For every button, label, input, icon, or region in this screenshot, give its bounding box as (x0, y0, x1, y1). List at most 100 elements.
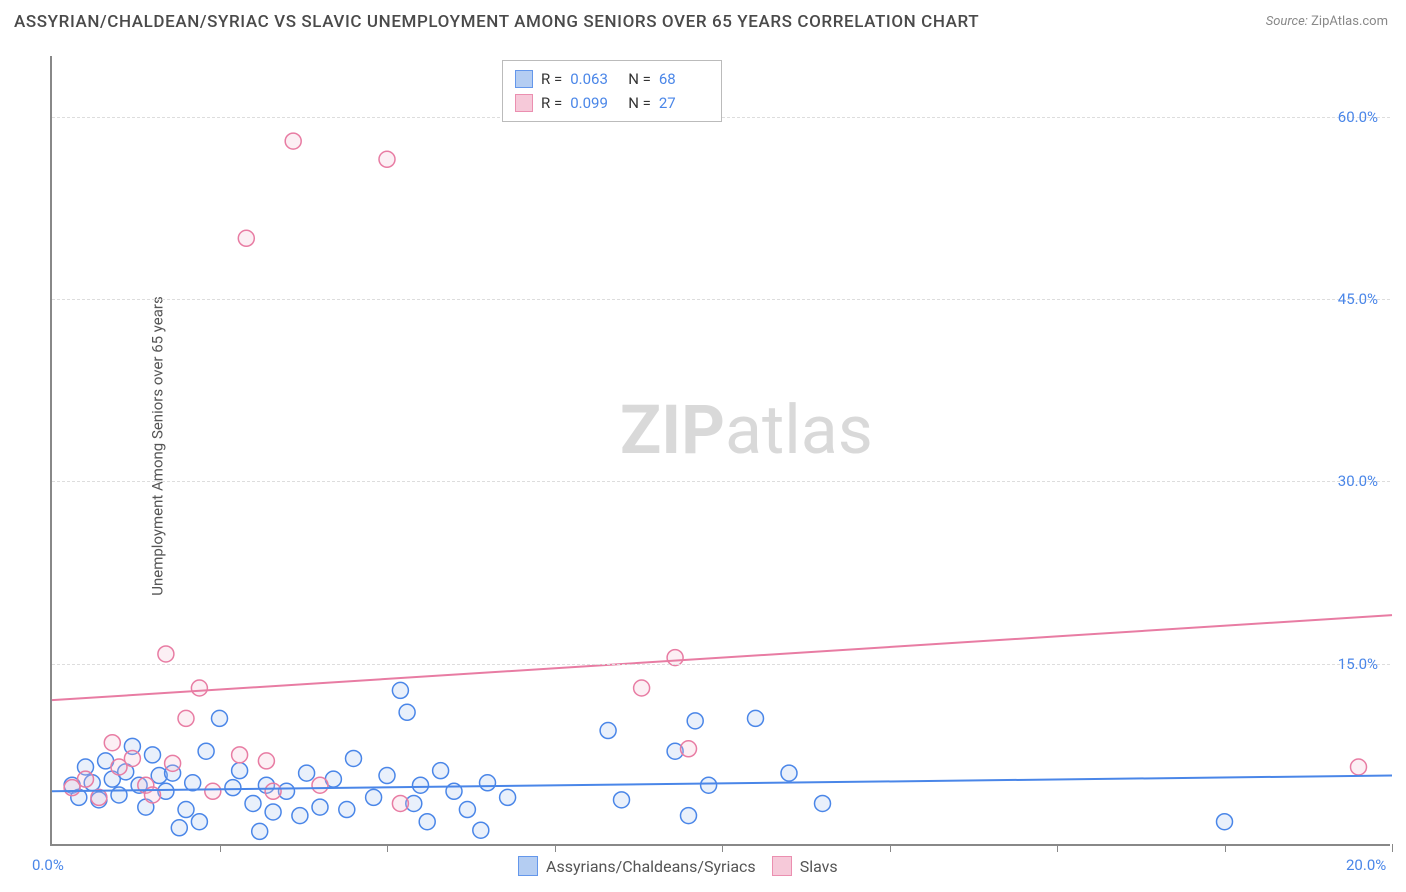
data-point (781, 765, 797, 781)
series-legend: Assyrians/Chaldeans/Syriacs Slavs (518, 856, 838, 876)
data-point (1351, 759, 1367, 775)
data-point (212, 710, 228, 726)
data-point (191, 814, 207, 830)
data-point (312, 777, 328, 793)
data-point (258, 753, 274, 769)
r-label: R = (541, 91, 562, 115)
data-point (299, 765, 315, 781)
data-point (312, 799, 328, 815)
data-point (191, 680, 207, 696)
data-point (748, 710, 764, 726)
data-point (252, 823, 268, 839)
data-point (225, 780, 241, 796)
x-end-label: 20.0% (1346, 856, 1386, 874)
data-point (815, 795, 831, 811)
x-tick (220, 844, 221, 852)
data-point (500, 789, 516, 805)
data-point (171, 820, 187, 836)
chart-plot-area: 15.0% 30.0% 45.0% 60.0% (50, 56, 1390, 846)
data-point (614, 792, 630, 808)
legend-row: R = 0.099 N = 27 (515, 91, 709, 115)
series-label: Slavs (800, 857, 838, 876)
data-point (238, 230, 254, 246)
data-point (433, 763, 449, 779)
chart-title: ASSYRIAN/CHALDEAN/SYRIAC VS SLAVIC UNEMP… (14, 12, 979, 32)
data-point (399, 704, 415, 720)
x-tick (387, 844, 388, 852)
series-legend-item: Slavs (772, 856, 838, 876)
gridline (52, 664, 1390, 665)
n-label: N = (628, 67, 651, 91)
legend-swatch (515, 70, 533, 88)
data-point (366, 789, 382, 805)
legend-swatch (772, 856, 792, 876)
data-point (158, 646, 174, 662)
x-tick (890, 844, 891, 852)
data-point (339, 802, 355, 818)
n-value: 68 (659, 67, 709, 91)
data-point (687, 713, 703, 729)
data-point (473, 822, 489, 838)
data-point (379, 151, 395, 167)
gridline (52, 299, 1390, 300)
data-point (1217, 814, 1233, 830)
x-tick (555, 844, 556, 852)
data-point (198, 743, 214, 759)
y-tick-label: 30.0% (1338, 472, 1378, 490)
data-point (178, 802, 194, 818)
trend-line (52, 776, 1392, 792)
legend-swatch (518, 856, 538, 876)
data-point (78, 771, 94, 787)
correlation-legend: R = 0.063 N = 68 R = 0.099 N = 27 (502, 60, 722, 122)
data-point (681, 741, 697, 757)
x-tick (1057, 844, 1058, 852)
data-point (681, 808, 697, 824)
data-point (701, 777, 717, 793)
data-point (379, 768, 395, 784)
source-label: Source: (1266, 14, 1308, 29)
x-origin-label: 0.0% (32, 856, 64, 874)
data-point (292, 808, 308, 824)
source-attribution: Source: ZipAtlas.com (1266, 14, 1388, 29)
n-label: N = (628, 91, 651, 115)
chart-svg (52, 56, 1390, 844)
data-point (245, 795, 261, 811)
data-point (232, 747, 248, 763)
data-point (185, 775, 201, 791)
legend-row: R = 0.063 N = 68 (515, 67, 709, 91)
data-point (104, 735, 120, 751)
r-value: 0.063 (570, 67, 620, 91)
data-point (285, 133, 301, 149)
y-tick-label: 15.0% (1338, 655, 1378, 673)
legend-swatch (515, 94, 533, 112)
x-tick (1225, 844, 1226, 852)
gridline (52, 481, 1390, 482)
x-tick (722, 844, 723, 852)
y-tick-label: 45.0% (1338, 290, 1378, 308)
n-value: 27 (659, 91, 709, 115)
data-point (419, 814, 435, 830)
data-point (600, 723, 616, 739)
data-point (232, 763, 248, 779)
data-point (392, 795, 408, 811)
data-point (111, 787, 127, 803)
data-point (178, 710, 194, 726)
data-point (265, 783, 281, 799)
data-point (205, 783, 221, 799)
data-point (634, 680, 650, 696)
data-point (145, 747, 161, 763)
series-legend-item: Assyrians/Chaldeans/Syriacs (518, 856, 756, 876)
x-tick (1392, 844, 1393, 852)
r-value: 0.099 (570, 91, 620, 115)
y-tick-label: 60.0% (1338, 108, 1378, 126)
data-point (480, 775, 496, 791)
source-value: ZipAtlas.com (1311, 14, 1388, 29)
data-point (459, 802, 475, 818)
trend-line (52, 615, 1392, 700)
r-label: R = (541, 67, 562, 91)
data-point (392, 682, 408, 698)
data-point (265, 804, 281, 820)
series-label: Assyrians/Chaldeans/Syriacs (546, 857, 756, 876)
data-point (413, 777, 429, 793)
data-point (124, 750, 140, 766)
